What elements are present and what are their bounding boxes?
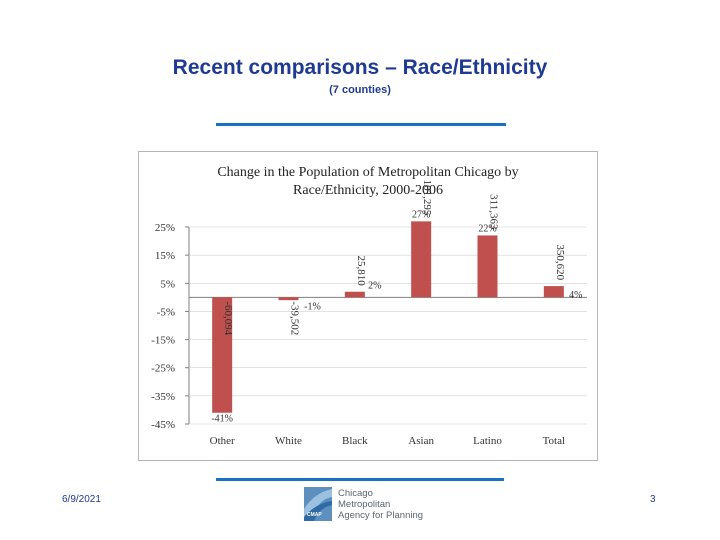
- y-tick-label: 25%: [155, 222, 175, 234]
- top-divider: [216, 123, 506, 126]
- value-label: 2%: [368, 281, 381, 292]
- bottom-divider: [216, 478, 504, 481]
- y-tick-label: -25%: [151, 363, 175, 375]
- x-tick-label: Black: [342, 435, 368, 447]
- x-tick-label: Asian: [408, 435, 434, 447]
- value-label: -1%: [304, 301, 321, 312]
- y-tick-label: -15%: [151, 335, 175, 347]
- y-tick-label: -5%: [157, 306, 175, 318]
- slide-subtitle: (7 counties): [329, 84, 391, 96]
- y-tick-label: -45%: [151, 419, 175, 431]
- bar-total: [543, 286, 564, 298]
- x-tick-label: Other: [210, 435, 235, 447]
- x-tick-label: White: [275, 435, 302, 447]
- logo-line-2: Agency for Planning: [338, 510, 424, 521]
- count-label: 311,363: [488, 194, 500, 230]
- bar-asian: [411, 221, 432, 298]
- x-tick-label: Latino: [473, 435, 502, 447]
- x-tick-label: Total: [543, 435, 565, 447]
- chart-frame: Change in the Population of Metropolitan…: [138, 151, 598, 461]
- page-number: 3: [650, 494, 656, 505]
- count-label: 101,295: [421, 180, 433, 216]
- y-tick-label: -35%: [151, 391, 175, 403]
- count-label: -60,094: [222, 301, 234, 335]
- chart-title-line-2: Race/Ethnicity, 2000-2006: [293, 183, 443, 198]
- logo-line-1: Chicago Metropolitan: [338, 488, 391, 510]
- bar-other: [212, 297, 233, 413]
- footer-date: 6/9/2021: [62, 494, 101, 505]
- cmap-logo-abbr: CMAP: [307, 512, 322, 518]
- y-tick-label: 5%: [160, 278, 175, 290]
- value-label: 27%: [412, 209, 430, 220]
- bar-white: [278, 297, 299, 301]
- bar-latino: [477, 235, 498, 298]
- slide-title: Recent comparisons – Race/Ethnicity: [172, 56, 548, 79]
- value-label: 4%: [569, 290, 582, 301]
- chart-title-line-1: Change in the Population of Metropolitan…: [217, 165, 518, 180]
- count-label: 350,620: [554, 244, 566, 280]
- count-label: 25,810: [355, 255, 367, 286]
- cmap-logo-icon: [304, 487, 332, 521]
- cmap-logo: CMAP Chicago Metropolitan Agency for Pla…: [304, 487, 424, 521]
- population-change-chart: Change in the Population of Metropolitan…: [151, 165, 587, 447]
- y-tick-label: 15%: [155, 250, 175, 262]
- value-label: -41%: [211, 414, 233, 425]
- bar-black: [344, 291, 365, 298]
- value-label: 22%: [478, 223, 496, 234]
- count-label: -39,502: [289, 301, 301, 335]
- cmap-logo-text: Chicago Metropolitan Agency for Planning: [338, 488, 424, 521]
